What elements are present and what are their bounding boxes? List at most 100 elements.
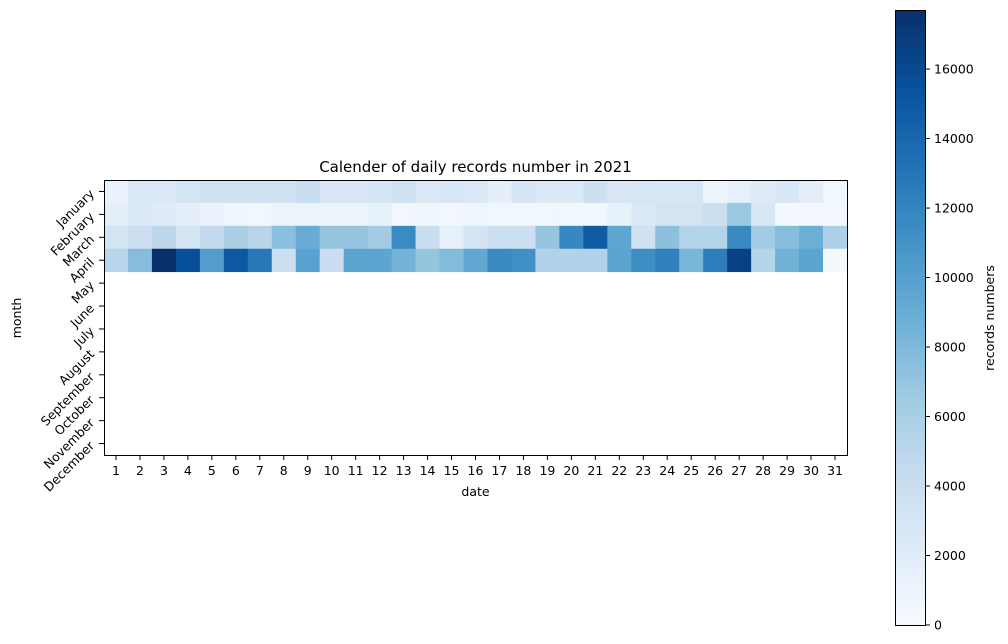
heatmap-cell [104, 225, 129, 250]
heatmap-cell [631, 248, 656, 273]
heatmap-cell [415, 248, 440, 273]
heatmap-cell [607, 202, 632, 227]
heatmap-cell [367, 225, 393, 250]
heatmap-cell [319, 225, 345, 250]
heatmap-cell [199, 180, 225, 204]
heatmap-cell [415, 225, 440, 250]
heatmap-cell [655, 202, 680, 227]
x-tick-label: 29 [779, 463, 795, 478]
heatmap-cell [727, 248, 752, 273]
heatmap-cells [104, 180, 848, 273]
heatmap-cell [703, 202, 728, 227]
heatmap-cell [175, 180, 201, 204]
heatmap-cell [151, 248, 177, 273]
y-axis-ticks: JanuaryFebruaryMarchAprilMayJuneJulyAugu… [38, 186, 104, 495]
colorbar-tick-label: 0 [934, 618, 942, 633]
heatmap-cell [295, 202, 321, 227]
x-tick-label: 27 [731, 463, 747, 478]
heatmap-cell [535, 202, 560, 227]
x-tick-label: 30 [803, 463, 819, 478]
heatmap-cell [535, 180, 560, 204]
colorbar-frame [895, 10, 926, 626]
heatmap-cell [175, 225, 201, 250]
heatmap-cell [104, 180, 129, 204]
colorbar-tick-label: 12000 [934, 201, 974, 216]
x-axis-ticks: 1 2 3 4 5 6 7 8 9 10 11 12 13 14 15 16 17 18 19 20 21 22 23 24 2… [112, 455, 843, 478]
heatmap-cell [367, 180, 393, 204]
heatmap-cell [799, 180, 824, 204]
heatmap-cell [679, 202, 704, 227]
heatmap-cell [487, 248, 512, 273]
x-tick-label: 4 [184, 463, 192, 478]
heatmap-cell [247, 180, 273, 204]
colorbar [895, 10, 925, 625]
heatmap-cell [104, 248, 129, 273]
heatmap-cell [199, 225, 225, 250]
heatmap-cell [151, 225, 177, 250]
x-tick-label: 15 [444, 463, 460, 478]
heatmap-cell [751, 225, 776, 250]
y-tick-label: June [67, 300, 98, 331]
x-tick-label: 24 [659, 463, 675, 478]
heatmap-cell [343, 225, 369, 250]
heatmap-cell [391, 202, 416, 227]
heatmap-cell [199, 248, 225, 273]
x-tick-label: 8 [280, 463, 288, 478]
heatmap-cell [751, 180, 776, 204]
heatmap-cell [655, 248, 680, 273]
heatmap-cell [295, 248, 321, 273]
heatmap-cell [295, 180, 321, 204]
heatmap-cell [799, 225, 824, 250]
colorbar-tick-label: 10000 [934, 270, 974, 285]
x-tick-label: 7 [256, 463, 264, 478]
x-tick-label: 12 [372, 463, 388, 478]
colorbar-label: records numbers [982, 265, 997, 371]
heatmap-cell [415, 202, 440, 227]
heatmap-cell [727, 180, 752, 204]
heatmap-cell [775, 225, 800, 250]
x-tick-label: 3 [160, 463, 168, 478]
heatmap-cell [319, 248, 345, 273]
heatmap-cell [271, 225, 297, 250]
heatmap-cell [223, 180, 249, 204]
heatmap-cell [607, 180, 632, 204]
heatmap-cell [271, 202, 297, 227]
x-tick-label: 11 [348, 463, 364, 478]
heatmap-cell [511, 248, 536, 273]
heatmap-cell [391, 225, 416, 250]
heatmap-cell [487, 202, 512, 227]
heatmap-cell [775, 202, 800, 227]
colorbar-ticks: 0 2000 4000 6000 8000 10000 12000 14000 16000 [925, 62, 974, 633]
colorbar-tick-label: 2000 [934, 548, 966, 563]
x-tick-label: 6 [232, 463, 240, 478]
x-tick-label: 1 [112, 463, 120, 478]
heatmap-cell [463, 202, 488, 227]
heatmap-cell [583, 225, 608, 250]
heatmap-cell [439, 202, 464, 227]
heatmap-cell [679, 180, 704, 204]
heatmap-cell [343, 248, 369, 273]
plot-frame [104, 180, 848, 456]
heatmap-cell [799, 248, 824, 273]
heatmap-cell [463, 248, 488, 273]
heatmap-cell [463, 180, 488, 204]
heatmap-cell [511, 225, 536, 250]
heatmap-cell [127, 248, 153, 273]
heatmap-cell [463, 225, 488, 250]
heatmap-cell [823, 225, 848, 250]
x-tick-label: 19 [539, 463, 555, 478]
colorbar-tick-label: 16000 [934, 62, 974, 77]
x-tick-label: 28 [755, 463, 771, 478]
heatmap-cell [631, 202, 656, 227]
heatmap-cell [511, 180, 536, 204]
heatmap-cell [631, 225, 656, 250]
heatmap-cell [631, 180, 656, 204]
heatmap-cell [535, 248, 560, 273]
heatmap-cell [271, 180, 297, 204]
heatmap-cell [127, 225, 153, 250]
x-tick-label: 26 [707, 463, 723, 478]
x-tick-label: 17 [492, 463, 508, 478]
y-axis-label: month [9, 298, 24, 339]
heatmap-cell [655, 225, 680, 250]
